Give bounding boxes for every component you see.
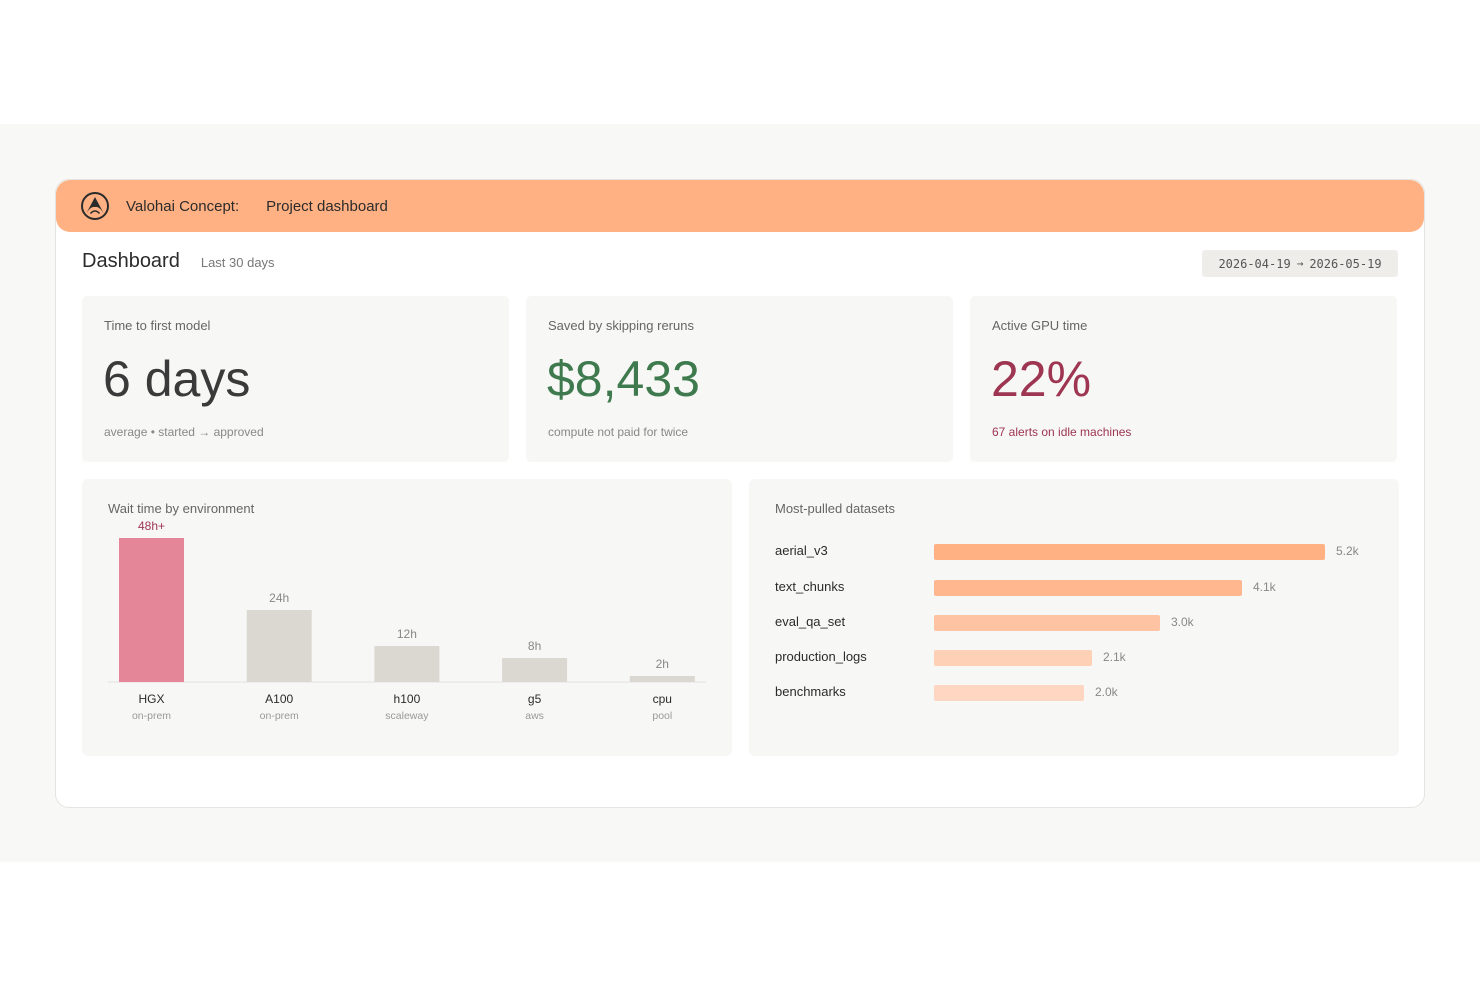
kpi-card-active-gpu-time: Active GPU time 22% 67 alerts on idle ma… xyxy=(970,296,1397,462)
dataset-bar xyxy=(934,650,1092,666)
kpi-label: Time to first model xyxy=(104,318,211,333)
dataset-bar xyxy=(934,580,1242,596)
valohai-logo-icon[interactable] xyxy=(80,191,110,221)
category-label: A100 xyxy=(265,692,293,706)
kpi-note: compute not paid for twice xyxy=(548,425,689,439)
dataset-bar xyxy=(934,544,1325,560)
panel-title: Most-pulled datasets xyxy=(775,501,895,516)
category-label: cpu xyxy=(653,692,672,706)
date-range-picker[interactable]: 2026-04-19 → 2026-05-19 xyxy=(1202,250,1398,277)
dataset-name[interactable]: production_logs xyxy=(775,649,867,664)
category-sublabel: on-prem xyxy=(260,710,299,722)
dataset-count: 5.2k xyxy=(1336,544,1359,558)
wait-time-chart: 48h+ HGX on-prem 24h A100 on-prem 12h h100 scale… xyxy=(108,519,706,722)
category-label: g5 xyxy=(528,692,542,706)
category-sublabel: on-prem xyxy=(132,710,171,722)
dataset-name[interactable]: benchmarks xyxy=(775,684,846,699)
kpi-card-time-to-first-model: Time to first model 6 days average • sta… xyxy=(82,296,509,462)
bar-value-label: 24h xyxy=(269,591,289,605)
panel-title: Wait time by environment xyxy=(108,501,255,516)
dataset-row[interactable]: aerial_v3 5.2k xyxy=(749,541,1399,561)
bar-g5[interactable] xyxy=(502,658,568,682)
bar-a100[interactable] xyxy=(246,610,312,682)
bar-cpu[interactable] xyxy=(629,676,695,682)
page-name[interactable]: Project dashboard xyxy=(266,197,388,215)
wait-time-panel: Wait time by environment 48h+ HGX on-prem 2… xyxy=(82,479,732,756)
period-label: Last 30 days xyxy=(200,255,275,270)
kpi-value: 6 days xyxy=(103,351,251,407)
dataset-count: 2.0k xyxy=(1095,685,1118,699)
category-label: h100 xyxy=(394,692,421,706)
kpi-value: 22% xyxy=(991,351,1092,407)
kpi-value: $8,433 xyxy=(547,351,700,407)
datasets-panel: Most-pulled datasets aerial_v3 5.2k text_c… xyxy=(749,479,1399,756)
dataset-count: 3.0k xyxy=(1171,615,1194,629)
dataset-row[interactable]: text_chunks 4.1k xyxy=(749,577,1399,597)
dataset-count: 4.1k xyxy=(1253,580,1276,594)
kpi-card-saved-by-skipping-reruns: Saved by skipping reruns $8,433 compute … xyxy=(526,296,953,462)
dataset-row[interactable]: benchmarks 2.0k xyxy=(749,682,1399,702)
arrow-right-icon: → xyxy=(1296,257,1304,270)
dataset-name[interactable]: text_chunks xyxy=(775,579,845,594)
category-sublabel: scaleway xyxy=(385,710,429,722)
category-sublabel: pool xyxy=(652,710,672,722)
date-to: 2026-05-19 xyxy=(1309,256,1382,271)
dataset-row[interactable]: production_logs 2.1k xyxy=(749,647,1399,667)
page-title: Dashboard xyxy=(82,250,180,272)
dataset-name[interactable]: aerial_v3 xyxy=(775,543,828,558)
date-from: 2026-04-19 xyxy=(1218,256,1291,271)
dataset-bar xyxy=(934,615,1160,631)
page-header: Dashboard Last 30 days xyxy=(82,250,275,273)
category-label: HGX xyxy=(138,692,164,706)
dataset-name[interactable]: eval_qa_set xyxy=(775,614,846,629)
dataset-count: 2.1k xyxy=(1103,650,1126,664)
title-bar: Valohai Concept: Project dashboard xyxy=(56,180,1424,232)
kpi-alert-link[interactable]: 67 alerts on idle machines xyxy=(992,425,1132,439)
bar-value-label: 48h+ xyxy=(138,519,165,533)
bar-value-label: 8h xyxy=(528,639,541,653)
kpi-label: Active GPU time xyxy=(992,318,1088,333)
dashboard-window: Valohai Concept: Project dashboard Dashb… xyxy=(55,179,1425,808)
bar-h100[interactable] xyxy=(374,646,440,682)
dataset-row[interactable]: eval_qa_set 3.0k xyxy=(749,612,1399,632)
kpi-note: average • started → approved xyxy=(104,425,264,439)
dataset-bar xyxy=(934,685,1084,701)
kpi-label: Saved by skipping reruns xyxy=(548,318,694,333)
app-name: Valohai Concept: xyxy=(126,197,240,215)
category-sublabel: aws xyxy=(525,710,544,722)
bar-value-label: 2h xyxy=(656,657,669,671)
bar-value-label: 12h xyxy=(397,627,417,641)
bar-hgx[interactable] xyxy=(119,538,184,682)
